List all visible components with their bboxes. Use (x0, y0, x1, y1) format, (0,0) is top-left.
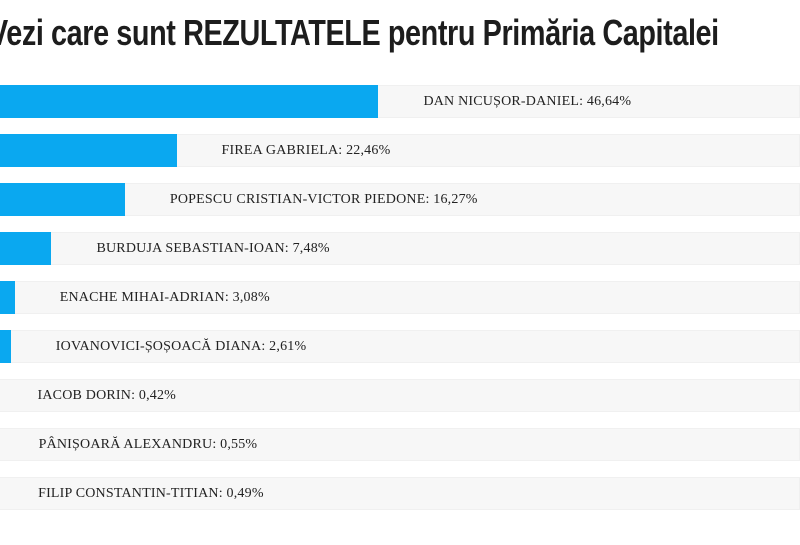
result-label: BURDUJA SEBASTIAN-IOAN: 7,48% (96, 240, 330, 256)
result-row: PÂNIȘOARĂ ALEXANDRU: 0,55% (0, 428, 800, 462)
result-bar (0, 281, 15, 315)
result-bar (0, 232, 52, 266)
result-label: ENACHE MIHAI-ADRIAN: 3,08% (59, 289, 270, 305)
result-bar (0, 183, 125, 217)
page-title: Vezi care sunt REZULTATELE pentru Primăr… (0, 12, 719, 53)
result-label: POPESCU CRISTIAN-VICTOR PIEDONE: 16,27% (169, 191, 478, 207)
result-row: POPESCU CRISTIAN-VICTOR PIEDONE: 16,27% (0, 183, 800, 217)
result-row: ENACHE MIHAI-ADRIAN: 3,08% (0, 281, 800, 315)
result-bar (0, 330, 11, 364)
result-row: IACOB DORIN: 0,42% (0, 379, 800, 413)
results-bar-chart: DAN NICUȘOR-DANIEL: 46,64% FIREA GABRIEL… (0, 85, 800, 511)
result-label: FILIP CONSTANTIN-TITIAN: 0,49% (38, 485, 264, 501)
result-row: FILIP CONSTANTIN-TITIAN: 0,49% (0, 477, 800, 511)
result-row: DAN NICUȘOR-DANIEL: 46,64% (0, 85, 800, 119)
result-label: IACOB DORIN: 0,42% (37, 387, 177, 403)
result-row: IOVANOVICI-ȘOȘOACĂ DIANA: 2,61% (0, 330, 800, 364)
result-label: PÂNIȘOARĂ ALEXANDRU: 0,55% (38, 436, 258, 452)
result-label: IOVANOVICI-ȘOȘOACĂ DIANA: 2,61% (55, 338, 307, 354)
result-bar (0, 134, 177, 168)
result-bar (0, 85, 379, 119)
result-label: FIREA GABRIELA: 22,46% (221, 142, 391, 158)
result-label: DAN NICUȘOR-DANIEL: 46,64% (423, 93, 632, 109)
page: Vezi care sunt REZULTATELE pentru Primăr… (0, 11, 800, 511)
result-row: BURDUJA SEBASTIAN-IOAN: 7,48% (0, 232, 800, 266)
result-row: FIREA GABRIELA: 22,46% (0, 134, 800, 168)
